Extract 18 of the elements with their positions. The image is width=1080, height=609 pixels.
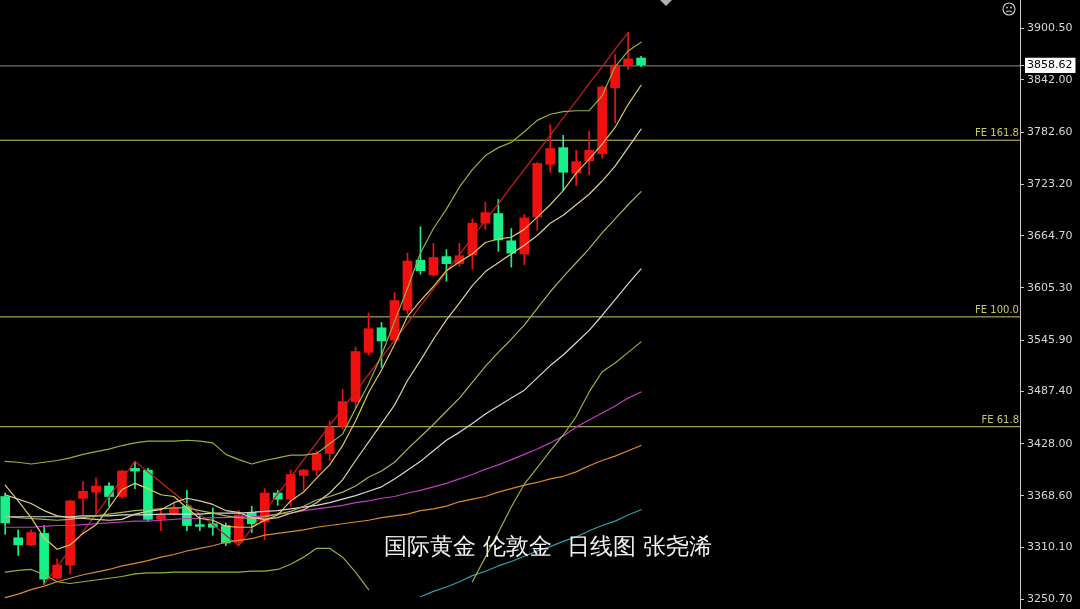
y-tick-label: 3858.62 — [1027, 58, 1073, 72]
candlestick — [195, 515, 205, 532]
y-tick-label: 3900.50 — [1027, 21, 1073, 35]
y-tick-label: 3782.60 — [1027, 125, 1073, 139]
y-tick-label: 3310.10 — [1027, 540, 1073, 554]
annotation: 国际黄金 伦敦金 日线图 张尧浠 — [383, 533, 712, 560]
y-tick-label: 3487.40 — [1027, 384, 1073, 398]
y-tick-label: 3368.60 — [1027, 488, 1073, 502]
ref-line-label: FE 161.8 — [975, 127, 1019, 139]
ref-line-label: FE 61.8 — [981, 413, 1019, 425]
y-tick-label: 3428.00 — [1027, 436, 1073, 450]
y-tick-label: 3664.70 — [1027, 228, 1073, 242]
y-tick-label: 3605.30 — [1027, 280, 1073, 294]
ref-line-label: FE 100.0 — [975, 303, 1019, 315]
y-tick-label: 3842.00 — [1027, 72, 1073, 86]
y-tick-label: 3250.70 — [1027, 592, 1073, 606]
y-tick-label: 3545.90 — [1027, 333, 1073, 347]
y-tick-label: 3723.20 — [1027, 177, 1073, 191]
